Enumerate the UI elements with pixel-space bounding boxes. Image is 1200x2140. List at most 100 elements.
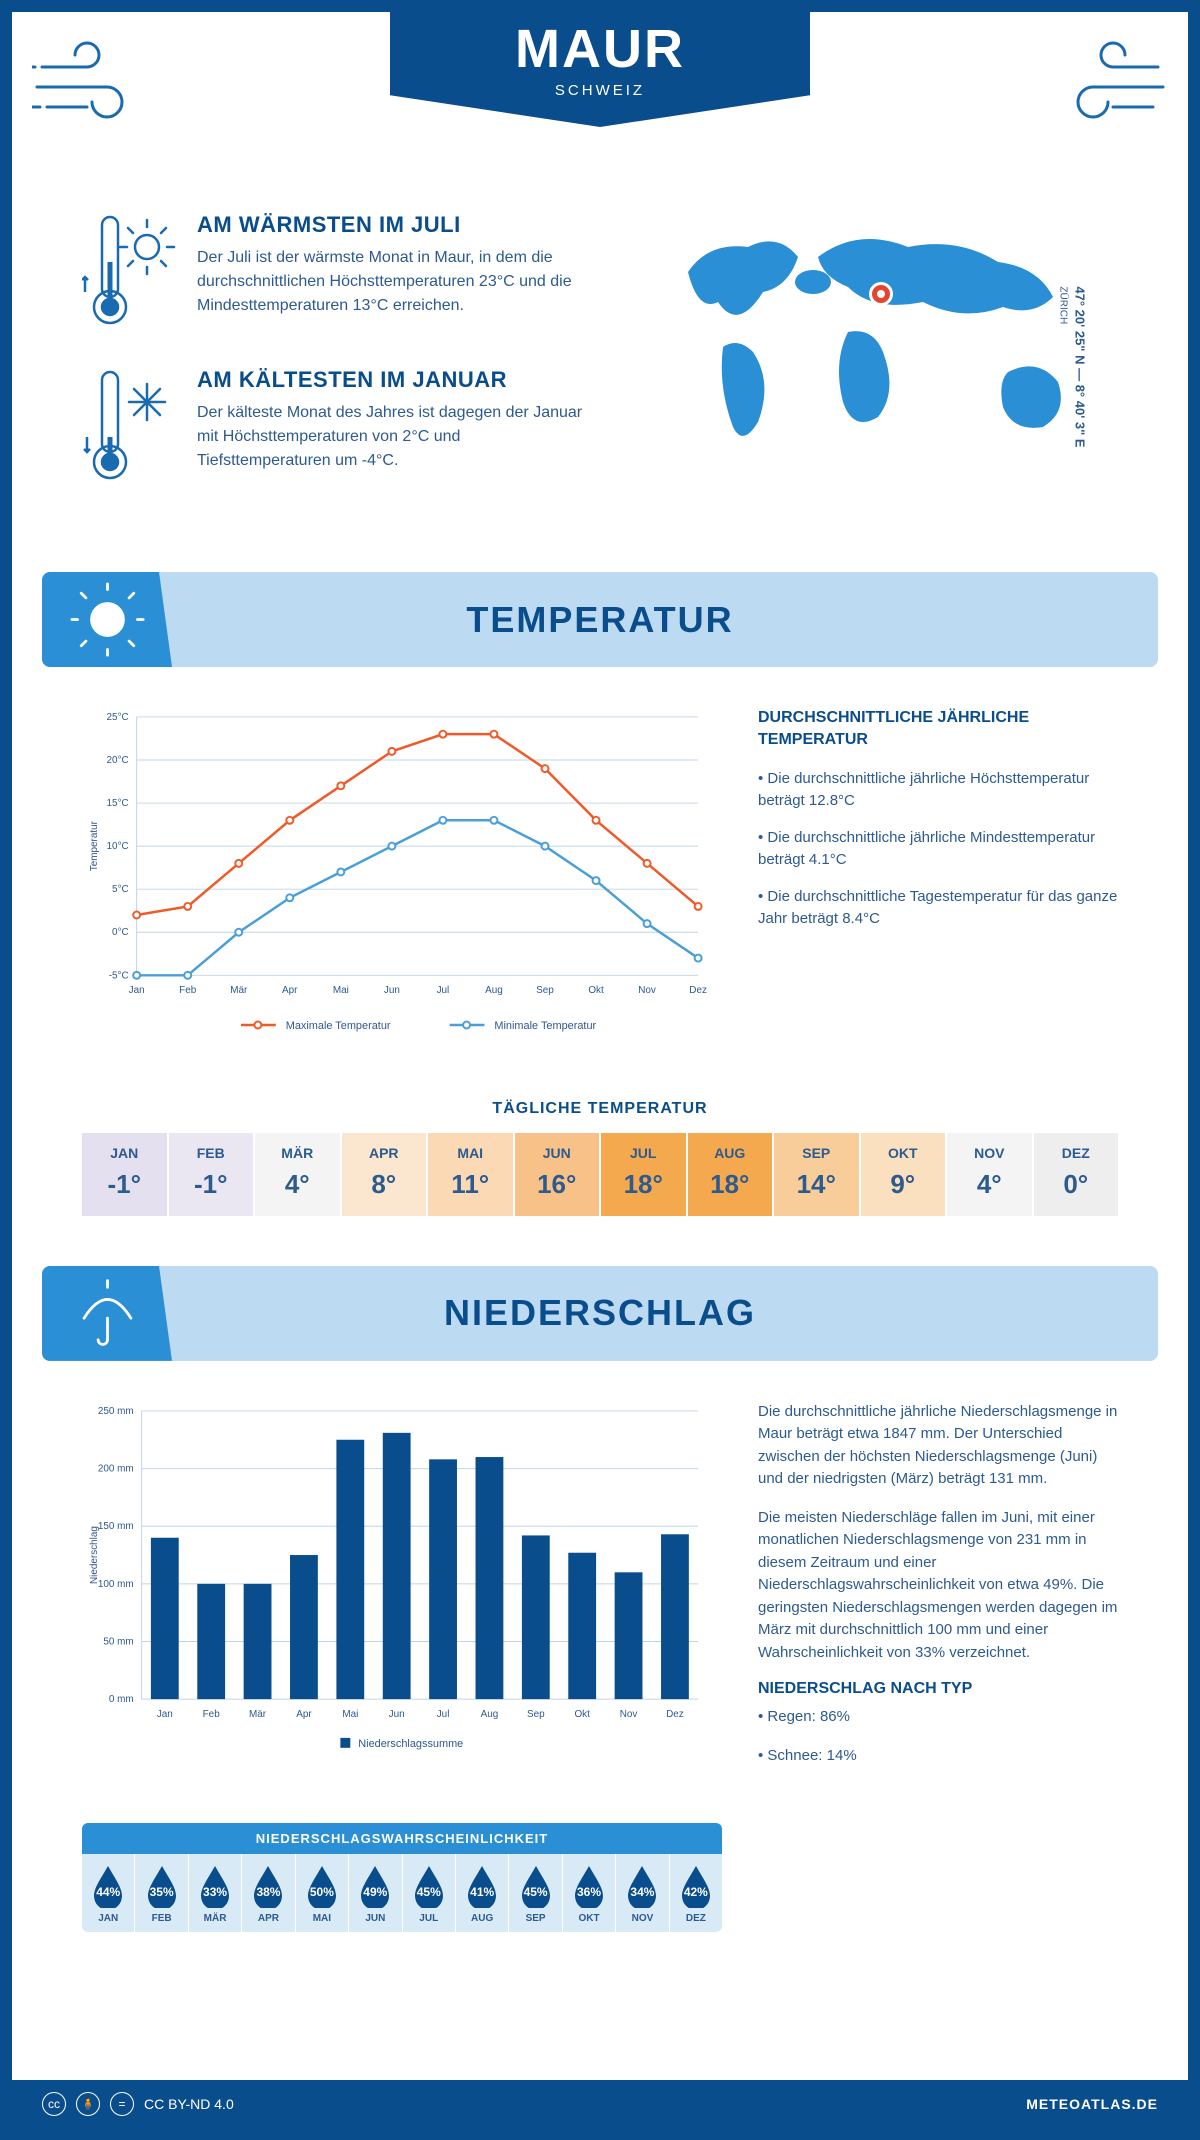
daily-cell: SEP14° <box>774 1133 861 1216</box>
temp-bullet-3: • Die durchschnittliche Tagestemperatur … <box>758 886 1118 931</box>
svg-text:Feb: Feb <box>203 1709 221 1720</box>
probability-cell: 33% MÄR <box>189 1854 242 1932</box>
svg-text:Niederschlagssumme: Niederschlagssumme <box>358 1738 463 1750</box>
daily-cell: JAN-1° <box>82 1133 169 1216</box>
cc-icon: cc <box>42 2092 66 2116</box>
precip-type-1: • Regen: 86% <box>758 1706 1118 1729</box>
city-name: MAUR <box>460 18 740 80</box>
precip-type-2: • Schnee: 14% <box>758 1745 1118 1768</box>
daily-cell: AUG18° <box>688 1133 775 1216</box>
probability-cell: 38% APR <box>242 1854 295 1932</box>
svg-text:Aug: Aug <box>481 1709 499 1720</box>
probability-cell: 49% JUN <box>349 1854 402 1932</box>
svg-text:Okt: Okt <box>574 1709 590 1720</box>
svg-text:Mai: Mai <box>342 1709 358 1720</box>
svg-text:5°C: 5°C <box>112 884 129 895</box>
temp-bullet-2: • Die durchschnittliche jährliche Mindes… <box>758 827 1118 872</box>
probability-cell: 50% MAI <box>296 1854 349 1932</box>
daily-cell: MAI11° <box>428 1133 515 1216</box>
svg-text:Temperatur: Temperatur <box>89 820 100 871</box>
svg-text:200 mm: 200 mm <box>98 1463 134 1474</box>
svg-text:0°C: 0°C <box>112 927 129 938</box>
title-banner: MAUR SCHWEIZ <box>390 0 810 127</box>
svg-text:Sep: Sep <box>527 1709 545 1720</box>
daily-cell: JUL18° <box>601 1133 688 1216</box>
precipitation-summary: Die durchschnittliche jährliche Niedersc… <box>758 1401 1118 1784</box>
header: MAUR SCHWEIZ <box>12 12 1188 182</box>
probability-cell: 42% DEZ <box>670 1854 722 1932</box>
svg-text:15°C: 15°C <box>107 798 129 809</box>
svg-text:Nov: Nov <box>620 1709 638 1720</box>
svg-text:50 mm: 50 mm <box>103 1636 133 1647</box>
svg-text:Jan: Jan <box>129 985 145 996</box>
daily-cell: OKT9° <box>861 1133 948 1216</box>
svg-text:0 mm: 0 mm <box>109 1694 134 1705</box>
svg-text:10°C: 10°C <box>107 841 129 852</box>
svg-text:Mai: Mai <box>333 985 349 996</box>
license-text: CC BY-ND 4.0 <box>144 2096 234 2112</box>
coldest-block: AM KÄLTESTEN IM JANUAR Der kälteste Mona… <box>82 367 598 487</box>
info-row: AM WÄRMSTEN IM JULI Der Juli ist der wär… <box>12 182 1188 562</box>
probability-cell: 45% SEP <box>509 1854 562 1932</box>
daily-cell: MÄR4° <box>255 1133 342 1216</box>
probability-cell: 44% JAN <box>82 1854 135 1932</box>
probability-title: NIEDERSCHLAGSWAHRSCHEINLICHKEIT <box>82 1823 722 1854</box>
warmest-block: AM WÄRMSTEN IM JULI Der Juli ist der wär… <box>82 212 598 332</box>
svg-text:20°C: 20°C <box>107 755 129 766</box>
svg-text:Apr: Apr <box>282 985 298 996</box>
svg-text:Nov: Nov <box>638 985 656 996</box>
svg-text:Apr: Apr <box>296 1709 312 1720</box>
probability-cell: 36% OKT <box>563 1854 616 1932</box>
daily-cell: DEZ0° <box>1034 1133 1119 1216</box>
temperature-summary: DURCHSCHNITTLICHE JÄHRLICHE TEMPERATUR •… <box>758 707 1118 1050</box>
svg-text:Jan: Jan <box>157 1709 173 1720</box>
temp-bullet-1: • Die durchschnittliche jährliche Höchst… <box>758 768 1118 813</box>
svg-text:Jul: Jul <box>437 985 450 996</box>
sun-icon <box>70 582 145 657</box>
coldest-text: Der kälteste Monat des Jahres ist dagege… <box>197 401 598 473</box>
thermometer-cold-icon <box>82 367 177 487</box>
svg-text:Sep: Sep <box>536 985 554 996</box>
svg-text:Okt: Okt <box>588 985 604 996</box>
map-column: 47° 20' 25" N — 8° 40' 3" E ZÜRICH <box>638 212 1118 522</box>
precipitation-banner: NIEDERSCHLAG <box>42 1266 1158 1361</box>
daily-temp-title: TÄGLICHE TEMPERATUR <box>12 1100 1188 1118</box>
daily-cell: NOV4° <box>947 1133 1034 1216</box>
svg-text:250 mm: 250 mm <box>98 1406 134 1417</box>
country-name: SCHWEIZ <box>460 82 740 99</box>
precipitation-chart: 0 mm 50 mm 100 mm 150 mm 200 mm 250 mm Nieders… <box>82 1401 718 1784</box>
svg-text:Jul: Jul <box>437 1709 450 1720</box>
precip-p2: Die meisten Niederschläge fallen im Juni… <box>758 1507 1118 1665</box>
umbrella-icon <box>70 1276 145 1351</box>
daily-temp-row: JAN-1°FEB-1°MÄR4°APR8°MAI11°JUN16°JUL18°… <box>82 1133 1118 1216</box>
svg-text:Niederschlag: Niederschlag <box>89 1526 100 1584</box>
probability-cell: 41% AUG <box>456 1854 509 1932</box>
world-map-icon <box>638 212 1118 492</box>
svg-text:Mär: Mär <box>249 1709 267 1720</box>
site-name: METEOATLAS.DE <box>1026 2096 1158 2112</box>
by-icon: 🧍 <box>76 2092 100 2116</box>
daily-cell: APR8° <box>342 1133 429 1216</box>
svg-text:Maximale Temperatur: Maximale Temperatur <box>286 1020 391 1032</box>
temperature-heading: TEMPERATUR <box>42 599 1158 641</box>
wind-icon-left <box>32 37 172 137</box>
svg-text:-5°C: -5°C <box>109 970 129 981</box>
svg-text:Feb: Feb <box>179 985 197 996</box>
svg-text:100 mm: 100 mm <box>98 1579 134 1590</box>
thermometer-hot-icon <box>82 212 177 332</box>
warmest-title: AM WÄRMSTEN IM JULI <box>197 212 598 238</box>
temperature-chart: -5°C0°C5°C10°C15°C20°C25°CTemperaturJanF… <box>82 707 718 1050</box>
svg-text:150 mm: 150 mm <box>98 1521 134 1532</box>
svg-text:Dez: Dez <box>666 1709 684 1720</box>
svg-text:Dez: Dez <box>689 985 707 996</box>
coldest-title: AM KÄLTESTEN IM JANUAR <box>197 367 598 393</box>
precip-type-heading: NIEDERSCHLAG NACH TYP <box>758 1680 1118 1698</box>
svg-text:Jun: Jun <box>384 985 400 996</box>
svg-text:Jun: Jun <box>389 1709 405 1720</box>
temperature-banner: TEMPERATUR <box>42 572 1158 667</box>
wind-icon-right <box>1028 37 1168 137</box>
nd-icon: = <box>110 2092 134 2116</box>
footer: cc 🧍 = CC BY-ND 4.0 METEOATLAS.DE <box>12 2080 1188 2128</box>
probability-cell: 45% JUL <box>403 1854 456 1932</box>
probability-cell: 34% NOV <box>616 1854 669 1932</box>
